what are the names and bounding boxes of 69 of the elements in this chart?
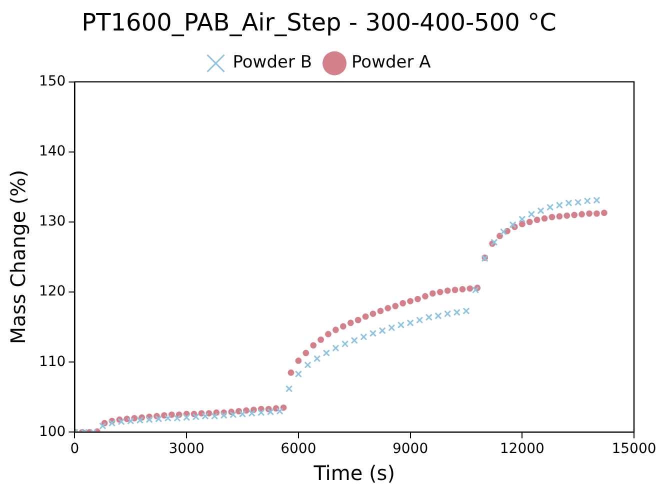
point <box>127 417 134 425</box>
y-tick-label: 120 <box>38 284 66 300</box>
point <box>546 204 554 211</box>
point <box>518 216 526 223</box>
point <box>192 413 200 420</box>
point <box>397 321 405 329</box>
x-tick-label: 0 <box>70 441 80 458</box>
point <box>248 410 256 417</box>
point <box>350 336 358 344</box>
point <box>174 414 181 422</box>
point <box>146 416 153 424</box>
point <box>286 385 293 392</box>
point <box>528 210 536 218</box>
x-tick-label: 9000 <box>392 441 428 458</box>
point <box>574 198 582 206</box>
point <box>230 411 237 418</box>
chart-title: PT1600_PAB_Air_Step - 300-400-500 °C <box>82 8 556 37</box>
point <box>425 314 433 321</box>
x-tick-label: 12000 <box>500 441 544 458</box>
point <box>453 308 460 316</box>
point <box>556 202 564 209</box>
point <box>258 409 265 416</box>
point <box>462 307 470 315</box>
point <box>108 420 116 427</box>
point <box>565 199 572 207</box>
point <box>313 355 321 362</box>
x-tick-label: 3000 <box>168 441 204 458</box>
point <box>294 370 302 378</box>
point <box>341 340 349 348</box>
point <box>434 312 442 320</box>
point <box>164 414 172 422</box>
point <box>276 408 284 415</box>
y-tick-label: 140 <box>38 144 66 160</box>
point <box>238 410 246 418</box>
x-tick-label: 15000 <box>612 441 656 458</box>
point <box>416 316 424 324</box>
y-tick-label: 150 <box>38 73 66 90</box>
point <box>388 324 396 332</box>
point <box>202 412 209 420</box>
point <box>369 330 377 337</box>
point <box>136 416 144 424</box>
y-tick-label: 130 <box>38 214 66 230</box>
point <box>378 327 386 334</box>
point <box>220 412 228 419</box>
point <box>118 418 125 426</box>
point <box>99 422 106 430</box>
point <box>304 361 312 368</box>
point <box>183 414 190 422</box>
y-axis-title: Mass Change (%) <box>6 170 30 344</box>
point <box>360 333 368 340</box>
legend-label: Powder B <box>232 52 312 73</box>
legend-label: Powder A <box>352 52 432 73</box>
x-tick-label: 6000 <box>280 441 316 458</box>
point <box>500 228 508 236</box>
point <box>584 197 591 205</box>
x-axis-title: Time (s) <box>312 461 396 486</box>
point <box>322 349 330 357</box>
point <box>593 196 600 204</box>
y-tick-label: 110 <box>38 354 66 370</box>
point <box>472 286 480 294</box>
point <box>332 344 340 352</box>
point <box>509 221 516 228</box>
point <box>155 415 162 422</box>
point <box>537 207 544 214</box>
point <box>210 412 218 420</box>
point <box>444 310 452 318</box>
point <box>406 319 414 326</box>
y-tick-label: 100 <box>38 424 66 440</box>
point <box>266 408 274 416</box>
